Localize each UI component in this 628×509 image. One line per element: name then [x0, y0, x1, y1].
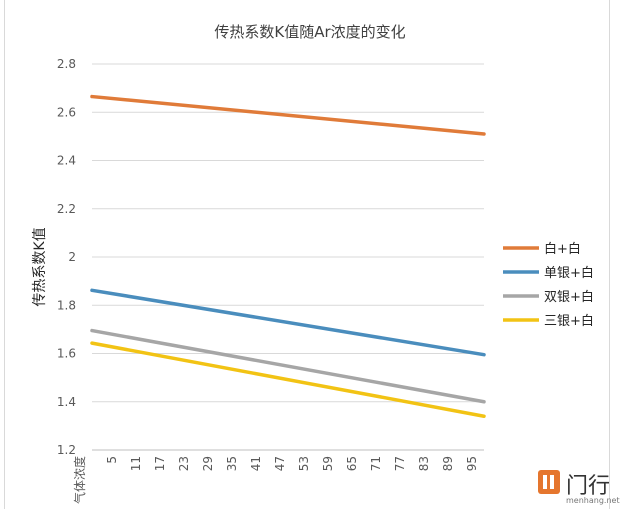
x-tick-label: 47	[273, 456, 287, 471]
y-tick-label: 2	[68, 250, 76, 264]
page-frame	[4, 0, 610, 509]
x-tick-label: 5	[105, 456, 119, 464]
x-tick-label-first: 气体浓度	[72, 456, 87, 504]
x-tick-label: 71	[369, 456, 383, 471]
watermark-url: menhang.net	[566, 496, 620, 505]
x-tick-label: 29	[201, 456, 215, 471]
y-tick-label: 2.8	[57, 57, 76, 71]
x-tick-label: 41	[249, 456, 263, 471]
x-tick-label: 17	[153, 456, 167, 471]
y-tick-label: 1.4	[57, 395, 76, 409]
y-tick-label: 2.4	[57, 154, 76, 168]
legend-label: 三银+白	[544, 313, 594, 329]
x-tick-label: 11	[129, 456, 143, 471]
series-line	[90, 288, 486, 357]
legend-label: 白+白	[544, 241, 581, 257]
series-line	[90, 328, 486, 404]
legend-label: 单银+白	[544, 265, 594, 281]
y-tick-label: 2.2	[57, 202, 76, 216]
x-tick-label: 65	[345, 456, 359, 471]
watermark: 门行 menhang.net	[538, 468, 628, 509]
series-line	[90, 341, 486, 418]
y-tick-label: 1.8	[57, 298, 76, 312]
x-tick-label: 77	[393, 456, 407, 471]
y-tick-label: 1.2	[57, 443, 76, 457]
x-tick-label: 95	[465, 456, 479, 471]
x-tick-label: 83	[417, 456, 431, 471]
watermark-name: 门行	[566, 474, 611, 499]
y-tick-label: 2.6	[57, 105, 76, 119]
chart-title: 传热系数K值随Ar浓度的变化	[214, 23, 405, 41]
series-line	[90, 94, 486, 136]
y-axis-label: 传热系数K值	[32, 227, 48, 306]
y-tick-label: 1.6	[57, 347, 76, 361]
x-tick-label: 35	[225, 456, 239, 471]
x-tick-label: 89	[441, 456, 455, 471]
x-tick-label: 23	[177, 456, 191, 471]
x-tick-label: 59	[321, 456, 335, 471]
legend-label: 双银+白	[544, 289, 594, 305]
logo-icon	[538, 470, 560, 494]
x-tick-label: 53	[297, 456, 311, 471]
